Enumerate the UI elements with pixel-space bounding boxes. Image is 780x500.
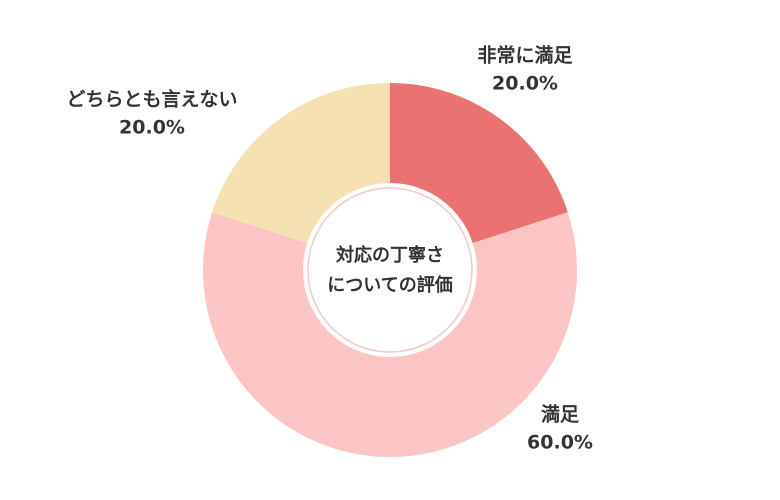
slice-label: 非常に満足 bbox=[477, 44, 573, 67]
value-label: 60.0% bbox=[527, 432, 593, 454]
value-label: 20.0% bbox=[119, 117, 185, 139]
value-label: 20.0% bbox=[492, 73, 558, 95]
center-title: 対応の丁寧さ bbox=[335, 244, 444, 266]
slice-label: どちらとも言えない bbox=[66, 88, 237, 111]
donut-ring bbox=[307, 187, 473, 353]
center-title: についての評価 bbox=[327, 274, 452, 296]
slice-label: 満足 bbox=[541, 404, 580, 426]
donut-hole bbox=[303, 183, 477, 357]
